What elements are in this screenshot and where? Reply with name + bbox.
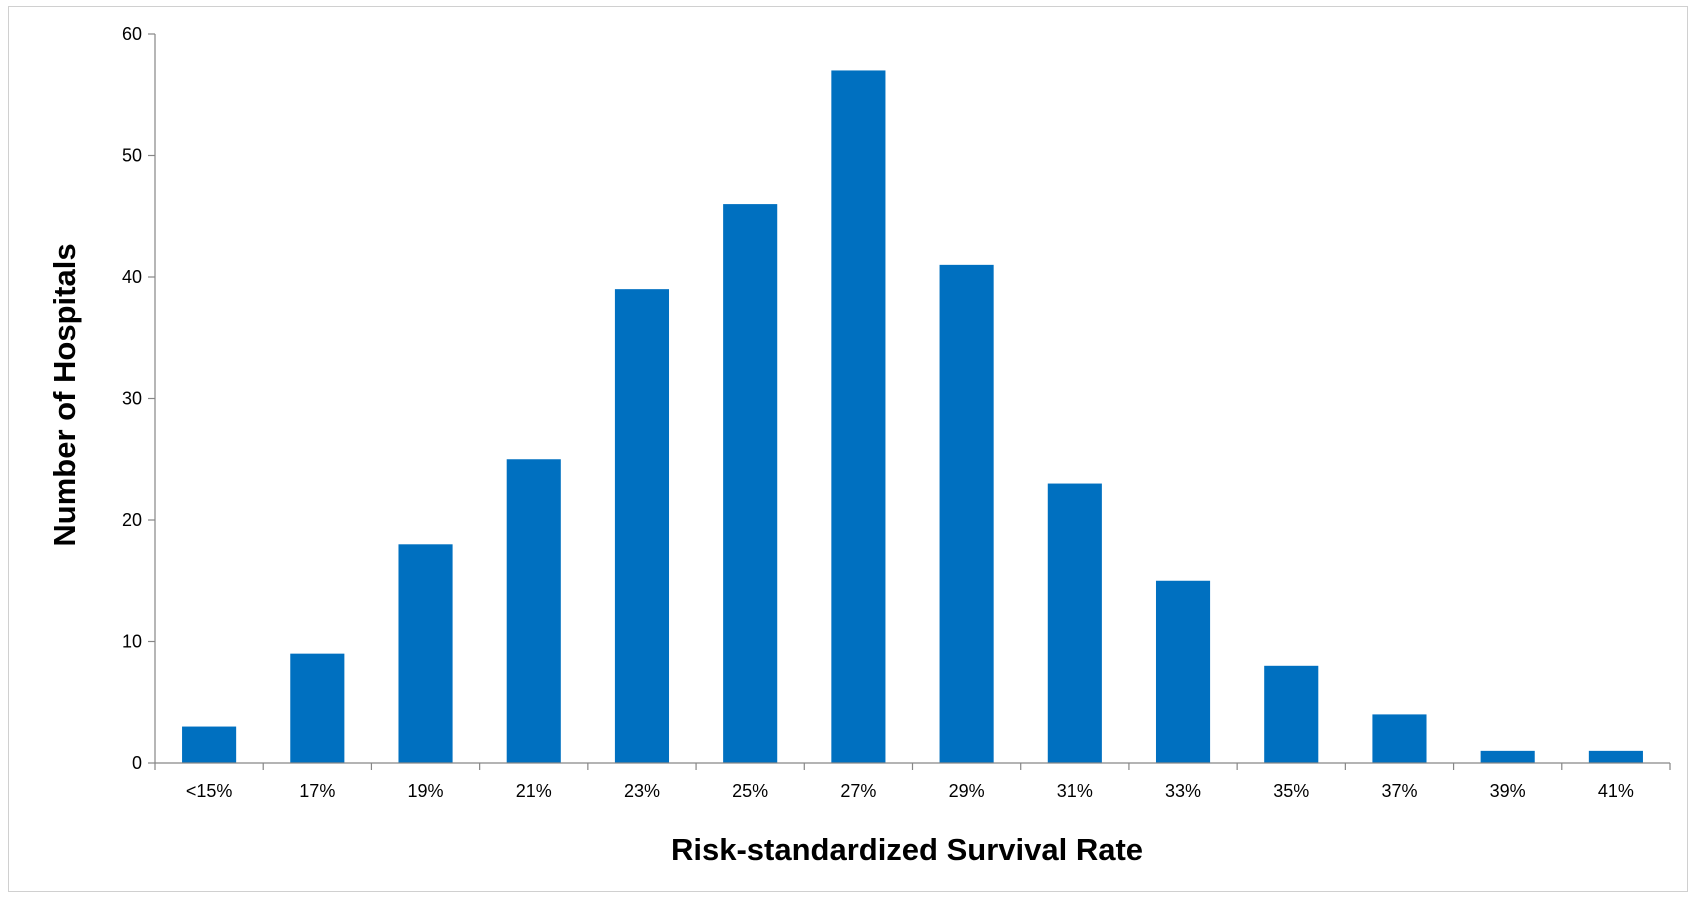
x-tick-label-6: 27% bbox=[840, 781, 876, 801]
x-tick-label-8: 31% bbox=[1057, 781, 1093, 801]
bar-11 bbox=[1372, 714, 1427, 763]
y-tick-label-1: 10 bbox=[122, 632, 142, 652]
bar-8 bbox=[1047, 483, 1102, 763]
y-tick-labels: 0 10 20 30 40 50 60 bbox=[122, 24, 142, 773]
x-tick-label-10: 35% bbox=[1273, 781, 1309, 801]
y-tick-label-3: 30 bbox=[122, 389, 142, 409]
bar-7 bbox=[939, 264, 994, 763]
x-tick-label-0: <15% bbox=[186, 781, 233, 801]
bar-5 bbox=[723, 204, 778, 764]
x-tick-label-5: 25% bbox=[732, 781, 768, 801]
x-tick-label-4: 23% bbox=[624, 781, 660, 801]
bar-6 bbox=[831, 70, 886, 763]
y-axis-title: Number of Hospitals bbox=[47, 243, 82, 546]
x-tick-label-12: 39% bbox=[1490, 781, 1526, 801]
bars-group bbox=[182, 70, 1643, 764]
bar-3 bbox=[506, 459, 561, 763]
y-tick-label-0: 0 bbox=[132, 753, 142, 773]
y-tick-label-2: 20 bbox=[122, 510, 142, 530]
x-tick-label-1: 17% bbox=[299, 781, 335, 801]
y-tick-label-4: 40 bbox=[122, 267, 142, 287]
x-tick-label-13: 41% bbox=[1598, 781, 1634, 801]
axes-group bbox=[148, 33, 1671, 770]
y-tick-label-5: 50 bbox=[122, 146, 142, 166]
bar-10 bbox=[1264, 665, 1319, 763]
x-tick-labels: <15% 17% 19% 21% 23% 25% 27% 29% 31% 33% 35% 37% 39%… bbox=[186, 781, 1634, 801]
x-tick-label-9: 33% bbox=[1165, 781, 1201, 801]
bar-2 bbox=[398, 544, 453, 763]
bar-9 bbox=[1155, 580, 1211, 763]
bar-13 bbox=[1588, 750, 1643, 763]
x-tick-label-7: 29% bbox=[949, 781, 985, 801]
x-tick-label-11: 37% bbox=[1381, 781, 1417, 801]
y-tick-label-6: 60 bbox=[122, 24, 142, 44]
bar-4 bbox=[614, 289, 670, 763]
bar-0 bbox=[182, 726, 237, 763]
x-tick-label-3: 21% bbox=[516, 781, 552, 801]
x-tick-label-2: 19% bbox=[408, 781, 444, 801]
bar-1 bbox=[290, 653, 345, 763]
bar-12 bbox=[1480, 750, 1535, 763]
x-axis-title: Risk-standardized Survival Rate bbox=[671, 832, 1143, 867]
